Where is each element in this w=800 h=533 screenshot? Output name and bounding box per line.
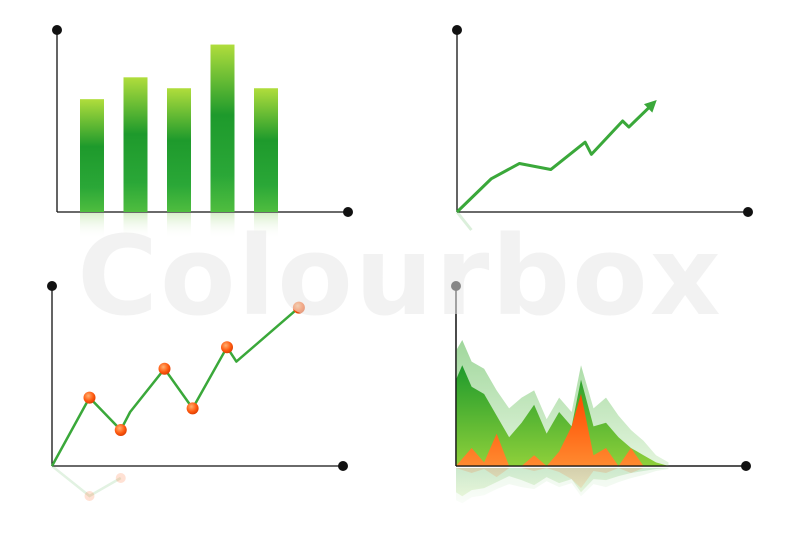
- bar: [80, 99, 104, 212]
- x-axis-end-dot: [338, 461, 348, 471]
- bar: [254, 88, 278, 212]
- data-point: [158, 362, 171, 375]
- series-line: [455, 101, 655, 214]
- area-middle: [456, 365, 669, 466]
- line-reflection: [51, 465, 122, 498]
- bar: [123, 77, 148, 212]
- bar: [167, 88, 191, 212]
- data-point-reflection: [84, 491, 95, 501]
- data-point: [221, 341, 233, 354]
- chart-3-frame: [47, 281, 348, 471]
- data-point: [186, 402, 199, 415]
- data-point: [292, 301, 305, 314]
- data-point-reflection: [115, 473, 126, 483]
- y-axis-end-dot: [452, 25, 462, 35]
- y-axis-end-dot: [52, 25, 62, 35]
- bar-reflection: [210, 213, 235, 239]
- bar-reflection: [167, 213, 191, 239]
- data-point: [114, 424, 127, 436]
- area-middle-reflection: [456, 468, 669, 497]
- bar: [210, 44, 235, 213]
- chart-2-frame: [452, 25, 753, 217]
- line-reflection: [455, 211, 473, 231]
- area-front-reflection: [456, 468, 669, 489]
- bar-reflection: [123, 213, 148, 239]
- arrow-head: [643, 100, 657, 113]
- bar-reflection: [254, 213, 278, 239]
- x-axis-end-dot: [743, 207, 753, 217]
- area-front: [456, 394, 669, 466]
- series-line: [50, 306, 300, 467]
- y-axis-end-dot: [47, 281, 57, 291]
- data-point: [83, 391, 96, 404]
- bar-reflection: [80, 213, 104, 239]
- x-axis-end-dot: [343, 207, 353, 217]
